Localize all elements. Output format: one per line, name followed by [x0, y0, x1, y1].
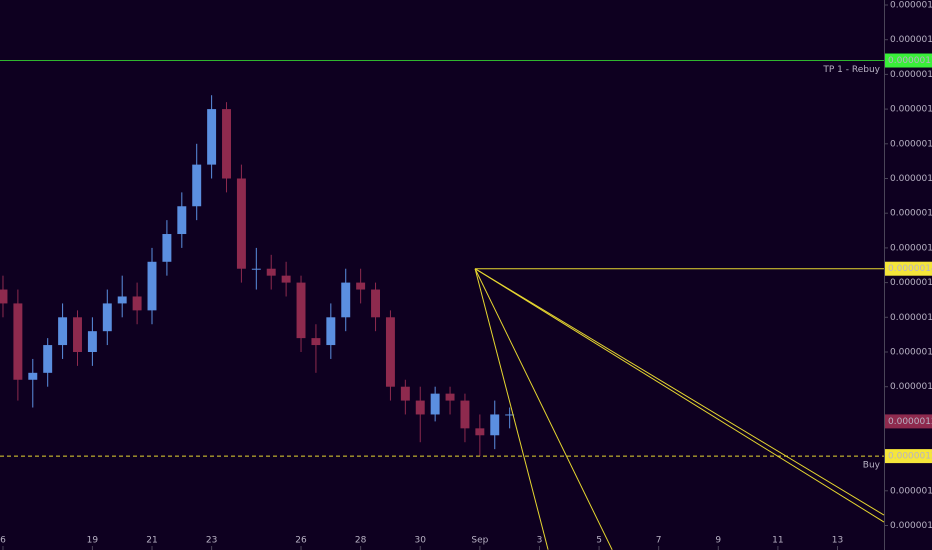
candle-body: [0, 289, 8, 304]
y-tick-label: 0.00000155: [890, 209, 932, 219]
candle-body: [43, 345, 53, 373]
candle-body: [117, 296, 127, 304]
y-tick-label: 0.00000150: [890, 243, 932, 253]
candle-body: [341, 282, 351, 318]
candle-body: [192, 164, 202, 207]
x-tick-label: 13: [832, 536, 843, 546]
level-label: 0.00000177: [888, 56, 932, 66]
candle-body: [28, 372, 38, 380]
candle-body: [445, 393, 455, 401]
candle-body: [73, 317, 82, 352]
last-price-box: [885, 414, 932, 429]
y-tick-label: 0.00000110: [890, 521, 932, 531]
y-tick-label: 0.00000165: [890, 139, 932, 149]
candle-body: [371, 289, 381, 318]
y-tick-label: 0.00000135: [890, 348, 932, 358]
candle-body: [475, 428, 485, 436]
candle-body: [251, 268, 261, 270]
candle-body: [490, 414, 500, 436]
candle-body: [132, 296, 142, 311]
candle-body: [58, 317, 68, 346]
candle-body: [311, 338, 321, 346]
x-tick-label: 7: [656, 536, 662, 546]
level-box: [885, 53, 932, 68]
candle-body: [400, 386, 410, 401]
fan-line: [474, 268, 885, 523]
candle-body: [430, 393, 440, 415]
candle-body: [102, 303, 112, 332]
candle-body: [266, 268, 276, 276]
y-tick-label: 0.00000180: [890, 35, 932, 45]
candle-body: [505, 414, 515, 416]
x-tick-label: 11: [772, 536, 783, 546]
x-tick-label: 3: [537, 536, 543, 546]
x-tick-label: 5: [596, 536, 602, 546]
level-box: [885, 261, 932, 276]
x-tick-label: 19: [87, 536, 99, 546]
level-name: TP 1 - Rebuy: [822, 65, 880, 75]
y-tick-label: 0.00000130: [890, 382, 932, 392]
candle-body: [385, 317, 395, 387]
x-tick-label: 30: [415, 536, 427, 546]
candle-body: [87, 331, 97, 352]
level-label: 0.00000147: [888, 264, 932, 274]
candle-body: [281, 275, 291, 283]
y-tick-label: 0.00000115: [890, 486, 932, 496]
fan-line: [474, 268, 885, 516]
candle-body: [207, 109, 217, 165]
candle-body: [326, 317, 336, 346]
y-tick-label: 0.00000145: [890, 278, 932, 288]
y-tick-label: 0.00000175: [890, 70, 932, 80]
x-tick-label: 26: [295, 536, 307, 546]
candle-body: [162, 234, 172, 262]
candle-body: [415, 400, 425, 415]
candle-body: [147, 261, 157, 311]
y-tick-label: 0.00000170: [890, 105, 932, 115]
y-tick-label: 0.00000140: [890, 313, 932, 323]
candle-body: [296, 282, 306, 339]
candle-body: [13, 303, 23, 380]
candle-body: [236, 178, 246, 269]
fan-line: [474, 268, 549, 550]
candle-body: [356, 282, 366, 290]
x-tick-label: 23: [206, 536, 217, 546]
x-tick-label: 28: [355, 536, 367, 546]
level-box: [885, 449, 932, 464]
fan-line: [474, 268, 613, 550]
candle-body: [460, 400, 470, 429]
candle-body: [177, 206, 187, 235]
level-name: Buy: [863, 461, 881, 471]
x-tick-label: Sep: [471, 536, 488, 546]
x-tick-label: 9: [715, 536, 721, 546]
last-price-label: 0.00000125: [888, 417, 932, 427]
x-tick-label: 21: [146, 536, 157, 546]
candle-body: [222, 109, 231, 179]
level-label: 0.00000120: [888, 452, 932, 462]
y-tick-label: 0.00000185: [890, 0, 932, 10]
x-tick-label: 6: [0, 536, 6, 546]
y-tick-label: 0.00000160: [890, 174, 932, 184]
